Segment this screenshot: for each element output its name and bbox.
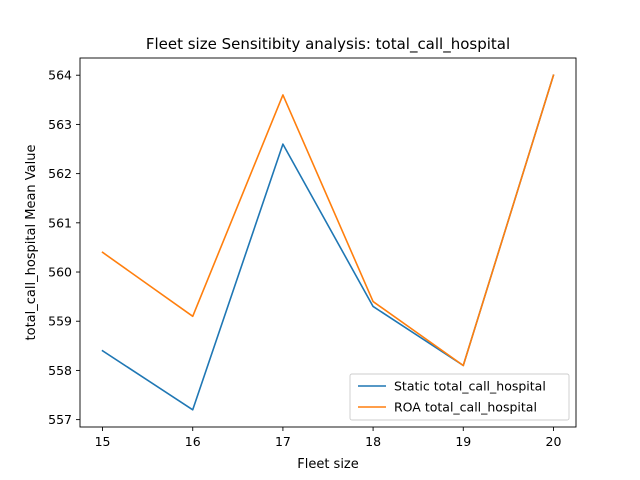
x-tick-label: 20	[546, 434, 562, 449]
series-layer	[101, 74, 555, 411]
x-tick-label: 19	[455, 434, 471, 449]
x-tick-label: 15	[95, 434, 111, 449]
y-tick-label: 560	[48, 265, 72, 280]
y-tick-label: 563	[48, 117, 72, 132]
y-axis-label: total_call_hospital Mean Value	[24, 145, 39, 341]
legend-label: Static total_call_hospital	[394, 379, 546, 394]
x-tick-label: 17	[275, 434, 291, 449]
x-tick-label: 18	[365, 434, 381, 449]
y-tick-label: 557	[48, 412, 72, 427]
legend: Static total_call_hospital ROA total_call…	[349, 373, 570, 421]
x-tick-label: 16	[185, 434, 201, 449]
y-tick-label: 564	[48, 68, 72, 83]
x-axis-label: Fleet size	[297, 457, 359, 472]
y-tick-label: 562	[48, 166, 72, 181]
legend-label: ROA total_call_hospital	[394, 400, 537, 415]
y-tick-label: 559	[48, 314, 72, 329]
ticks-layer: 15 16 17 18 19 20 557 558 559 560 561 562 563 564	[48, 68, 561, 449]
series-line-roa	[101, 74, 555, 367]
chart-title: Fleet size Sensitibity analysis: total_c…	[146, 35, 510, 54]
y-tick-label: 558	[48, 363, 72, 378]
plot-area-frame	[79, 57, 577, 428]
y-tick-label: 561	[48, 215, 72, 230]
legend-frame	[349, 373, 570, 421]
